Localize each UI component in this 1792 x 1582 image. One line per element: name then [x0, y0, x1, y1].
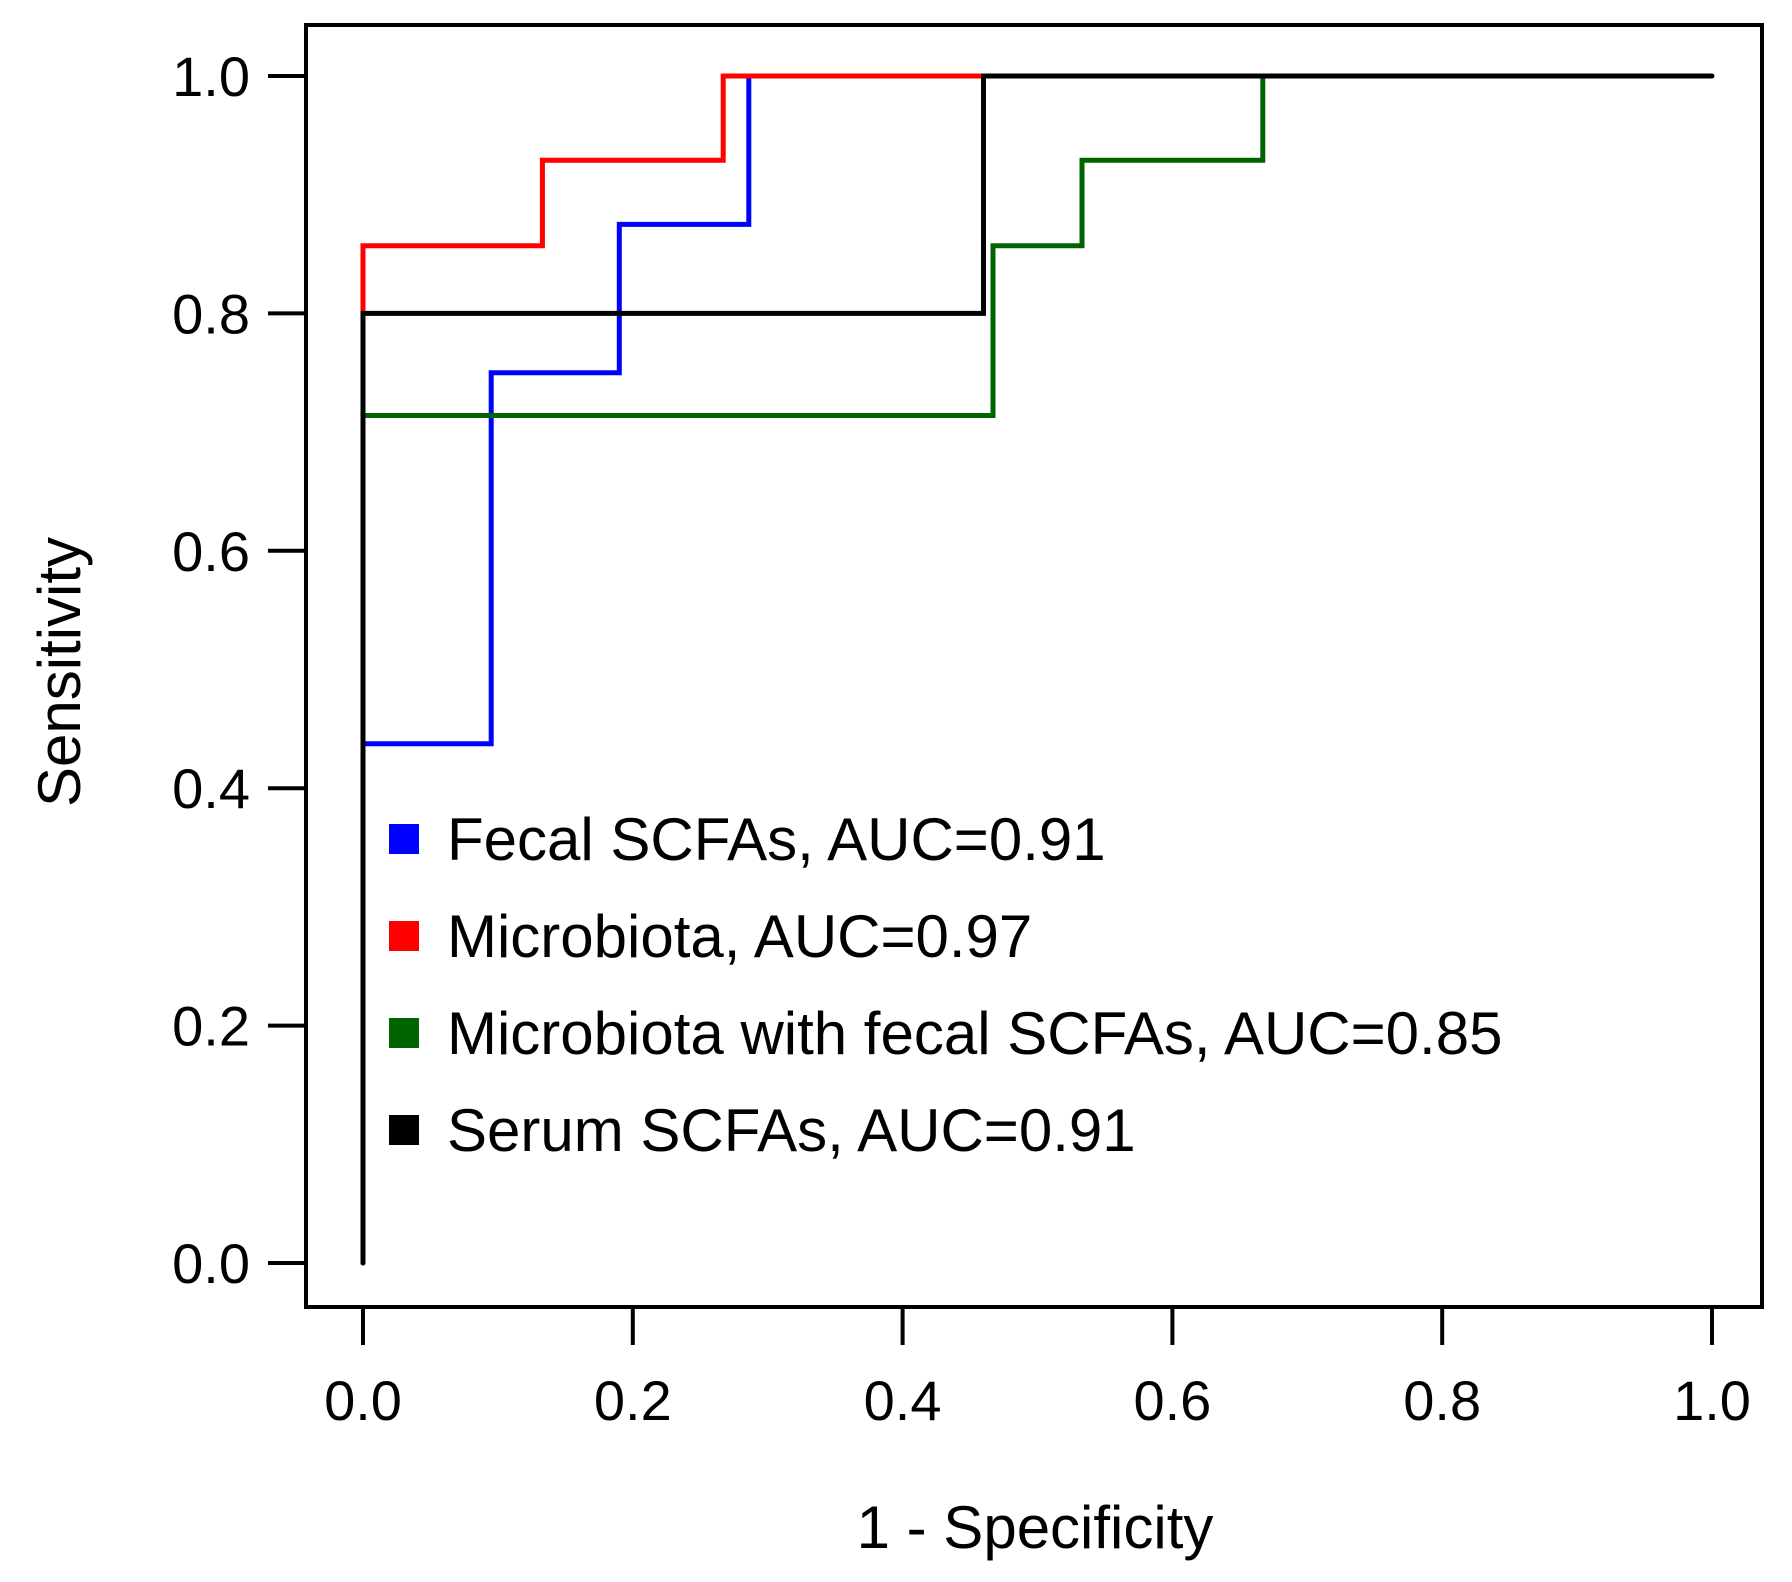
y-tick-label: 1.0	[172, 45, 250, 108]
series-line-3	[360, 73, 1445, 447]
legend-label: Microbiota, AUC=0.97	[447, 903, 1032, 970]
x-tick-label: 1.0	[1673, 1369, 1751, 1432]
y-tick-label: 0.6	[172, 520, 250, 583]
x-tick-label: 0.8	[1403, 1369, 1481, 1432]
series-line-4	[360, 73, 1715, 1266]
x-tick-label: 0.6	[1133, 1369, 1211, 1432]
series-line-2	[360, 73, 986, 316]
x-axis-title: 1 - Specificity	[857, 1494, 1214, 1561]
x-axis: 0.0 0.2 0.4 0.6 0.8 1.0	[324, 1305, 1751, 1432]
y-axis: 0.0 0.2 0.4 0.6 0.8 1.0	[172, 45, 308, 1295]
series-layer	[360, 73, 1715, 1266]
legend-label: Microbiota with fecal SCFAs, AUC=0.85	[447, 1000, 1502, 1067]
legend-swatch	[389, 921, 419, 951]
y-tick-label: 0.2	[172, 995, 250, 1058]
legend-swatch	[389, 1018, 419, 1048]
x-tick-label: 0.4	[864, 1369, 942, 1432]
series-line-1	[360, 73, 752, 1266]
legend-label: Serum SCFAs, AUC=0.91	[447, 1097, 1136, 1164]
y-axis-title: Sensitivity	[26, 537, 93, 807]
legend: Fecal SCFAs, AUC=0.91 Microbiota, AUC=0.9…	[389, 806, 1502, 1164]
x-tick-label: 0.2	[594, 1369, 672, 1432]
y-tick-label: 0.8	[172, 282, 250, 345]
x-tick-label: 0.0	[324, 1369, 402, 1432]
y-tick-label: 0.0	[172, 1232, 250, 1295]
legend-swatch	[389, 1115, 419, 1145]
y-tick-label: 0.4	[172, 757, 250, 820]
legend-swatch	[389, 824, 419, 854]
legend-label: Fecal SCFAs, AUC=0.91	[447, 806, 1106, 873]
